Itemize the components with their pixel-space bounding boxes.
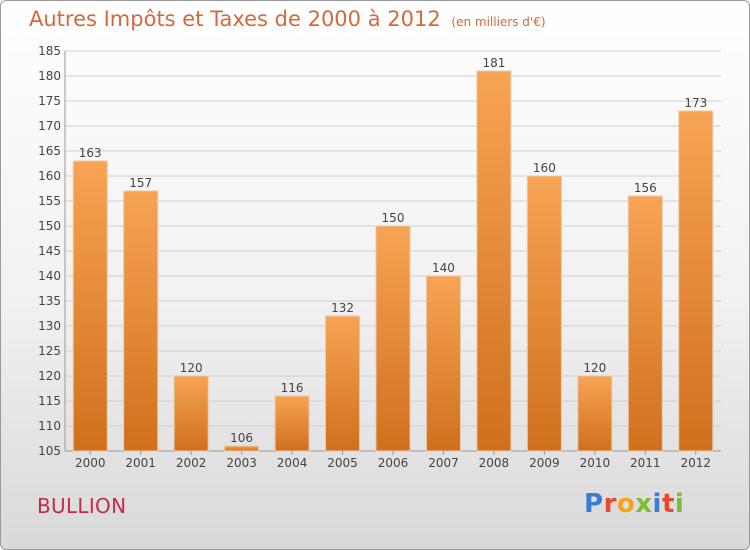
x-tick-label-2009: 2009 <box>529 456 560 470</box>
y-tick-label: 135 <box>38 294 61 308</box>
y-tick-label: 185 <box>38 44 61 58</box>
value-label-2010: 120 <box>583 361 606 375</box>
value-label-2008: 181 <box>482 56 505 70</box>
y-tick-label: 180 <box>38 69 61 83</box>
x-tick-label-2007: 2007 <box>428 456 459 470</box>
y-tick-label: 110 <box>38 419 61 433</box>
x-tick-label-2006: 2006 <box>378 456 409 470</box>
bar-2002 <box>173 375 209 452</box>
value-label-2011: 156 <box>634 181 657 195</box>
value-label-2002: 120 <box>180 361 203 375</box>
bar-2006 <box>375 225 411 452</box>
y-tick-label: 140 <box>38 269 61 283</box>
y-tick-label: 175 <box>38 94 61 108</box>
logo-letter: t <box>661 489 675 519</box>
x-tick-label-2011: 2011 <box>630 456 661 470</box>
proxiti-logo: Proxiti <box>584 489 684 519</box>
y-tick-label: 105 <box>38 444 61 458</box>
bar-2010 <box>577 375 613 452</box>
value-label-2004: 116 <box>281 381 304 395</box>
bar-2007 <box>425 275 461 452</box>
bar-2003 <box>224 445 260 452</box>
y-tick-label: 130 <box>38 319 61 333</box>
value-label-2005: 132 <box>331 301 354 315</box>
value-label-2000: 163 <box>79 146 102 160</box>
bar-2011 <box>627 195 663 452</box>
value-label-2009: 160 <box>533 161 556 175</box>
bar-2009 <box>526 175 562 452</box>
value-label-2012: 173 <box>684 96 707 110</box>
x-tick-label-2003: 2003 <box>226 456 257 470</box>
logo-letter: i <box>674 489 685 519</box>
x-tick-label-2004: 2004 <box>277 456 308 470</box>
x-tick-label-2010: 2010 <box>580 456 611 470</box>
y-tick-label: 115 <box>38 394 61 408</box>
y-tick-label: 165 <box>38 144 61 158</box>
x-tick-label-2008: 2008 <box>479 456 510 470</box>
bar-2008 <box>476 70 512 452</box>
y-tick-label: 150 <box>38 219 61 233</box>
y-tick-label: 145 <box>38 244 61 258</box>
logo-letter: P <box>584 489 604 519</box>
x-tick-label-2001: 2001 <box>125 456 156 470</box>
bar-2012 <box>678 110 714 452</box>
y-tick-label: 170 <box>38 119 61 133</box>
x-tick-label-2002: 2002 <box>176 456 207 470</box>
value-label-2003: 106 <box>230 431 253 445</box>
chart-subtitle: (en milliers d'€) <box>451 15 546 29</box>
x-tick-label-2012: 2012 <box>680 456 711 470</box>
value-label-2006: 150 <box>382 211 405 225</box>
chart-title-text: Autres Impôts et Taxes de 2000 à 2012 <box>29 7 441 31</box>
value-label-2001: 157 <box>129 176 152 190</box>
x-tick-label-2000: 2000 <box>75 456 106 470</box>
value-label-2007: 140 <box>432 261 455 275</box>
logo-letter: o <box>616 489 636 519</box>
logo-letter: x <box>635 489 653 519</box>
y-tick-label: 125 <box>38 344 61 358</box>
logo-letter: i <box>652 489 662 519</box>
y-tick-label: 160 <box>38 169 61 183</box>
bar-2004 <box>274 395 310 452</box>
logo-letter: r <box>603 489 617 519</box>
bar-2000 <box>72 160 108 452</box>
bar-2005 <box>325 315 361 452</box>
y-tick-label: 120 <box>38 369 61 383</box>
chart-title: Autres Impôts et Taxes de 2000 à 2012 (e… <box>29 7 546 31</box>
y-tick-label: 155 <box>38 194 61 208</box>
city-name: BULLION <box>37 494 127 518</box>
bar-2001 <box>123 190 159 452</box>
x-tick-label-2005: 2005 <box>327 456 358 470</box>
